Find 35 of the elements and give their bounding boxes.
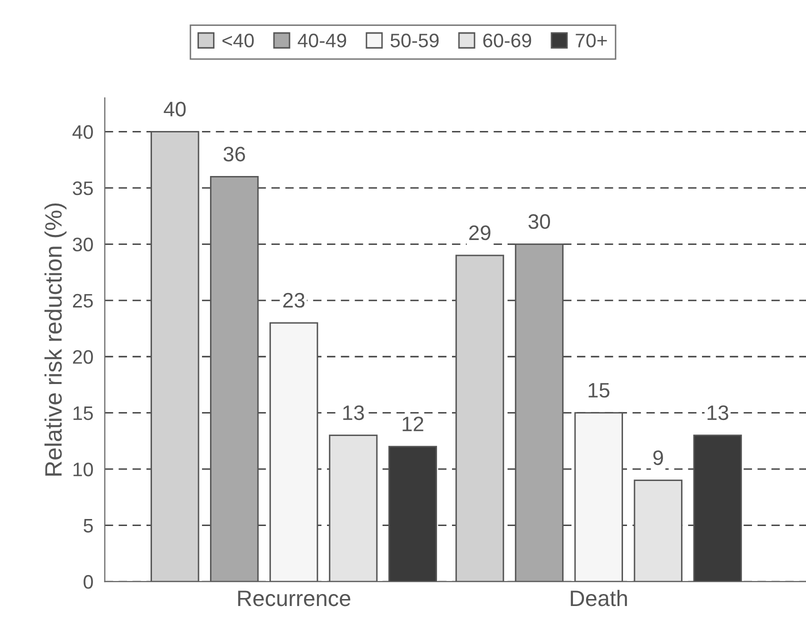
- data-label: 29: [469, 225, 490, 240]
- legend-label: 70+: [576, 34, 607, 48]
- legend-label: 50-59: [390, 34, 439, 48]
- legend-label: <40: [222, 34, 254, 48]
- data-label: 23: [283, 292, 304, 308]
- x-tick-label: Death: [570, 590, 627, 606]
- bar: [455, 254, 504, 582]
- y-tick-label: 10: [74, 462, 93, 476]
- bar: [514, 243, 564, 582]
- y-tick-label: 5: [84, 518, 93, 533]
- y-tick-label: 20: [73, 350, 93, 364]
- data-label: 9: [653, 450, 663, 466]
- bar: [574, 412, 624, 582]
- legend-label: 40-49: [298, 34, 346, 48]
- data-label: 36: [224, 146, 246, 162]
- legend-label: 60-69: [483, 34, 532, 48]
- y-tick-label: 40: [72, 125, 93, 139]
- y-tick-label: 15: [74, 406, 93, 420]
- x-tick-label: Recurrence: [238, 590, 350, 606]
- y-axis-title: Relative risk reduction (%): [44, 203, 66, 476]
- bar: [328, 434, 378, 582]
- data-label: 13: [708, 405, 728, 420]
- data-label: 40: [164, 102, 186, 116]
- y-tick-label: 0: [84, 575, 93, 589]
- data-label: 15: [588, 383, 610, 398]
- bar: [210, 176, 259, 582]
- bar: [634, 480, 682, 582]
- bar: [150, 131, 200, 582]
- y-tick-label: 30: [72, 238, 93, 252]
- bar: [269, 322, 318, 582]
- data-label: 30: [528, 214, 550, 229]
- y-tick-label: 25: [73, 294, 93, 308]
- data-label: 12: [402, 416, 424, 432]
- data-label: 13: [343, 405, 364, 420]
- y-tick-label: 35: [72, 181, 93, 196]
